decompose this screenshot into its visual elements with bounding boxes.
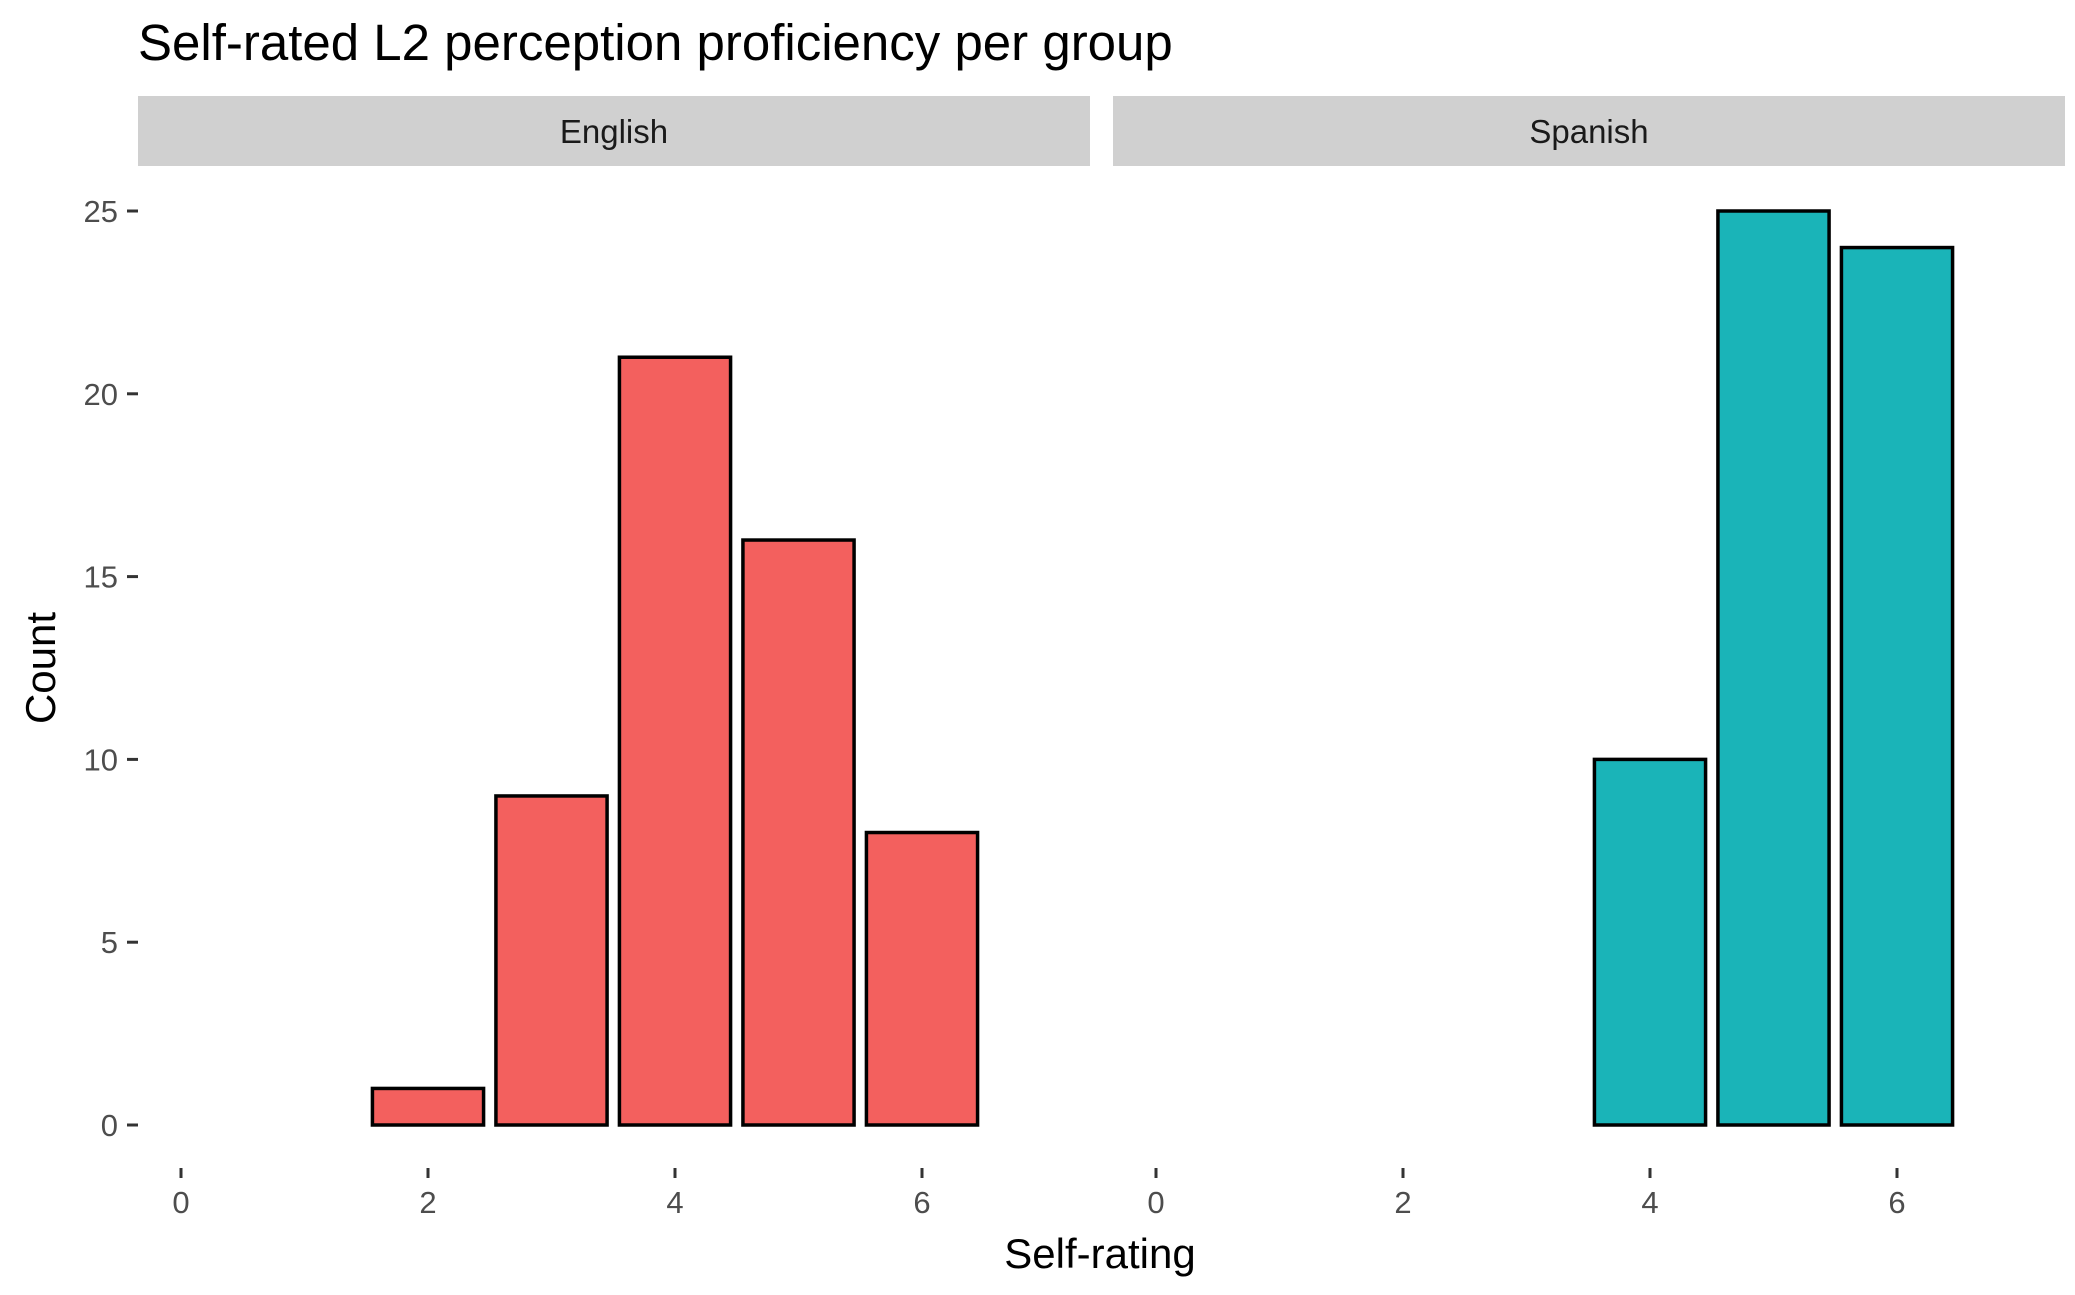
chart-title: Self-rated L2 perception proficiency per… xyxy=(138,14,1173,71)
bar-english-5 xyxy=(741,538,856,1127)
x-tick-label: 4 xyxy=(666,1185,683,1220)
y-tick-label: 20 xyxy=(84,377,118,412)
bar-english-3 xyxy=(494,794,609,1127)
facet-panels: English 0 2 4 6 Spanish 0 2 4 6 xyxy=(138,96,2065,1220)
y-tick-label: 0 xyxy=(101,1108,118,1143)
facet-strip-label: Spanish xyxy=(1529,113,1648,150)
x-tick-label: 4 xyxy=(1641,1185,1658,1220)
y-tick-label: 5 xyxy=(101,925,118,960)
x-tick-label: 6 xyxy=(1888,1185,1905,1220)
x-tick-label: 0 xyxy=(172,1185,189,1220)
facet-strip xyxy=(138,96,1090,166)
y-tick-label: 25 xyxy=(84,194,118,229)
x-tick-label: 6 xyxy=(913,1185,930,1220)
x-tick-label: 0 xyxy=(1147,1185,1164,1220)
facet-strip-label: English xyxy=(560,113,668,150)
x-tick-label: 2 xyxy=(419,1185,436,1220)
y-axis: 0 5 10 15 20 25 xyxy=(84,194,138,1143)
bar-spanish-4 xyxy=(1592,757,1708,1127)
bar-spanish-6 xyxy=(1839,245,1955,1127)
facet-panel-spanish: Spanish 0 2 4 6 xyxy=(1113,96,2065,1220)
bar-spanish-5 xyxy=(1716,209,1831,1127)
facet-panel-english: English 0 2 4 6 xyxy=(138,96,1090,1220)
x-axis-title: Self-rating xyxy=(1004,1230,1195,1277)
bar-english-2 xyxy=(370,1086,486,1127)
y-tick-label: 10 xyxy=(84,742,118,777)
y-tick-label: 15 xyxy=(84,560,118,595)
bar-english-6 xyxy=(864,830,980,1127)
x-tick-label: 2 xyxy=(1394,1185,1411,1220)
y-axis-title: Count xyxy=(17,612,64,724)
facet-strip xyxy=(1113,96,2065,166)
bar-english-4 xyxy=(617,355,733,1127)
